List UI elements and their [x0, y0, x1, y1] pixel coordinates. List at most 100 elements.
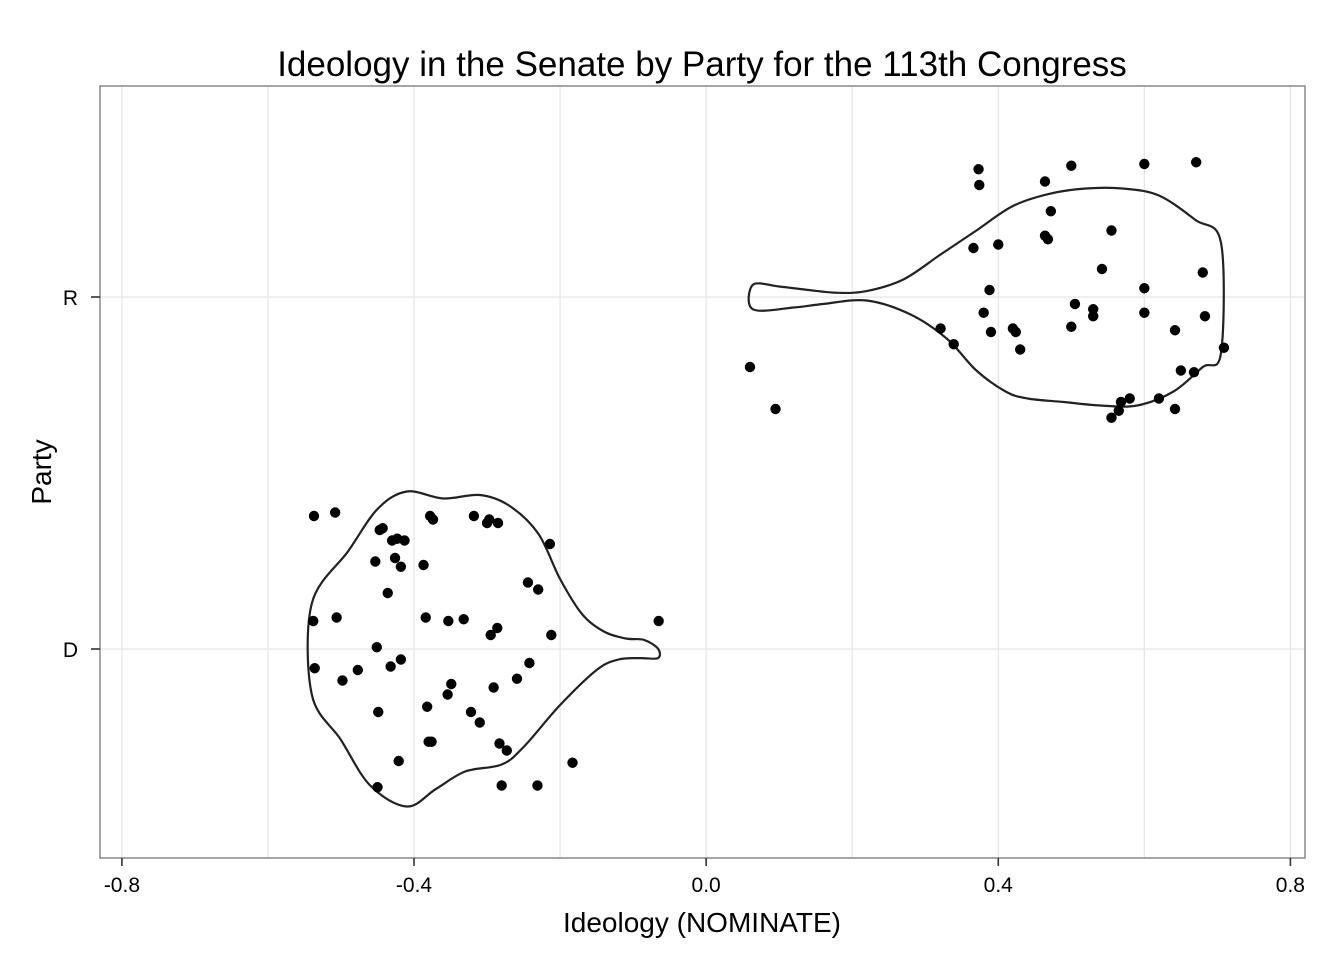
- x-tick-label: 0.0: [692, 874, 721, 897]
- data-point-D: [421, 701, 433, 712]
- data-point-D: [532, 780, 543, 791]
- data-point-R: [1139, 283, 1150, 294]
- data-point-D: [544, 538, 556, 550]
- data-point-D: [371, 642, 382, 653]
- data-point-D: [395, 654, 407, 665]
- data-point-D: [382, 587, 393, 599]
- data-point-D: [426, 736, 437, 747]
- data-point-D: [442, 689, 453, 700]
- data-point-D: [492, 517, 504, 529]
- data-point-D: [389, 552, 401, 564]
- data-point-D: [511, 673, 523, 684]
- data-point-D: [492, 622, 503, 634]
- data-point-D: [446, 678, 457, 690]
- data-point-R: [978, 307, 989, 318]
- data-points: [308, 157, 1230, 793]
- data-point-D: [373, 706, 384, 718]
- x-axis-title: Ideology (NOMINATE): [563, 907, 841, 938]
- data-point-D: [465, 706, 477, 718]
- violin-D: [306, 490, 662, 808]
- data-point-R: [1124, 393, 1135, 404]
- data-point-R: [744, 361, 756, 373]
- data-point-R: [1197, 267, 1208, 278]
- data-point-D: [420, 612, 431, 623]
- x-tick-label: 0.4: [984, 874, 1014, 897]
- data-point-R: [1106, 412, 1117, 423]
- x-tick-label: -0.8: [104, 874, 140, 897]
- data-point-D: [308, 615, 319, 627]
- x-tick-label: 0.8: [1276, 874, 1305, 897]
- data-point-R: [1069, 298, 1081, 310]
- data-point-R: [1042, 234, 1054, 245]
- data-point-D: [385, 661, 396, 672]
- data-point-R: [1045, 206, 1057, 217]
- data-point-R: [948, 339, 959, 350]
- data-point-R: [973, 164, 984, 175]
- data-point-D: [418, 559, 429, 571]
- y-tick-label: D: [63, 639, 78, 662]
- data-point-R: [968, 242, 979, 254]
- data-point-D: [393, 755, 404, 767]
- data-point-R: [935, 323, 946, 334]
- data-point-D: [443, 615, 454, 627]
- data-point-D: [653, 615, 664, 627]
- plot-panel-border: [99, 85, 1306, 859]
- data-point-D: [352, 664, 363, 676]
- data-point-R: [1106, 225, 1117, 236]
- data-point-R: [1113, 405, 1124, 416]
- data-point-D: [522, 577, 534, 588]
- x-tick-label: -0.4: [396, 874, 433, 897]
- data-point-R: [985, 326, 997, 338]
- data-point-R: [1169, 403, 1181, 415]
- data-point-R: [1169, 325, 1181, 336]
- data-point-R: [974, 179, 985, 191]
- data-point-R: [1096, 263, 1108, 275]
- data-point-R: [1175, 365, 1187, 376]
- data-point-R: [1188, 367, 1200, 378]
- axes: -0.8 -0.4 0.0 0.4 0.8 D R: [63, 287, 1305, 897]
- data-point-D: [372, 782, 383, 793]
- grid-lines: [100, 86, 1305, 858]
- chart-title: Ideology in the Senate by Party for the …: [277, 45, 1127, 84]
- data-point-D: [458, 614, 469, 625]
- data-point-D: [468, 510, 480, 522]
- data-point-R: [1115, 396, 1127, 408]
- data-point-R: [984, 284, 995, 296]
- y-tick-label: R: [63, 287, 78, 310]
- data-point-D: [474, 717, 485, 728]
- data-point-D: [567, 757, 578, 768]
- data-point-D: [496, 780, 507, 791]
- data-point-R: [1139, 307, 1150, 318]
- data-point-R: [993, 239, 1004, 250]
- y-axis-title: Party: [26, 439, 57, 504]
- data-point-D: [546, 629, 557, 641]
- data-point-R: [770, 403, 781, 415]
- data-point-D: [524, 657, 535, 669]
- data-point-R: [1153, 393, 1165, 404]
- data-point-D: [399, 535, 410, 546]
- data-point-R: [1010, 326, 1021, 338]
- data-point-D: [377, 523, 388, 534]
- data-point-D: [501, 745, 512, 756]
- data-point-D: [395, 561, 407, 572]
- data-point-R: [1066, 321, 1077, 332]
- data-point-D: [337, 675, 348, 686]
- data-point-R: [1139, 158, 1150, 170]
- data-point-D: [485, 629, 496, 641]
- data-point-R: [1014, 344, 1026, 355]
- violins: [306, 186, 1225, 808]
- data-point-D: [370, 556, 381, 567]
- data-point-D: [309, 663, 320, 674]
- data-point-D: [329, 507, 341, 518]
- data-point-D: [484, 514, 495, 525]
- data-point-R: [1199, 311, 1211, 322]
- data-point-R: [1066, 160, 1077, 171]
- data-point-D: [427, 514, 439, 525]
- data-point-R: [1088, 311, 1099, 322]
- data-point-R: [1039, 176, 1051, 187]
- data-point-D: [331, 612, 342, 623]
- data-point-D: [488, 682, 499, 693]
- data-point-D: [494, 738, 505, 749]
- data-point-R: [1218, 342, 1230, 353]
